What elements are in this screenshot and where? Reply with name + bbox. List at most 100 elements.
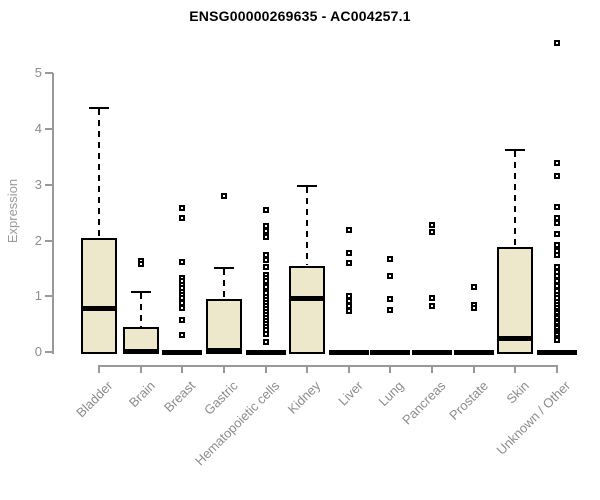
outlier-point (263, 339, 269, 345)
collapsed-box (329, 350, 369, 355)
whisker-cap (297, 185, 317, 187)
outlier-point (346, 308, 352, 314)
y-axis-line (52, 73, 54, 354)
whisker (223, 269, 225, 299)
outlier-point (179, 332, 185, 338)
median-line (123, 349, 159, 354)
outlier-point (554, 173, 560, 179)
y-tick-label: 2 (34, 233, 42, 248)
x-tick (473, 365, 475, 373)
whisker-cap (89, 107, 109, 109)
x-tick (98, 365, 100, 373)
outlier-point (221, 193, 227, 199)
outlier-point (263, 207, 269, 213)
outlier-point (263, 331, 269, 337)
outlier-point (554, 242, 560, 248)
outlier-point (554, 220, 560, 226)
outlier-point (179, 259, 185, 265)
x-tick (265, 365, 267, 373)
outlier-point (263, 234, 269, 240)
collapsed-box (162, 350, 202, 355)
outlier-point (179, 305, 185, 311)
x-tick (306, 365, 308, 373)
whisker (514, 151, 516, 247)
x-tick (223, 365, 225, 373)
outlier-point (179, 205, 185, 211)
whisker-cap (214, 267, 234, 269)
whisker (140, 293, 142, 327)
outlier-point (554, 231, 560, 237)
outlier-point (471, 284, 477, 290)
x-tick (140, 365, 142, 373)
collapsed-box (454, 350, 494, 355)
x-tick-label: Breast (161, 378, 199, 416)
x-tick (514, 365, 516, 373)
y-axis-title: Expression (5, 178, 20, 244)
outlier-point (554, 337, 560, 343)
whisker-cap (131, 291, 151, 293)
x-tick (556, 365, 558, 373)
y-tick (45, 295, 53, 297)
median-line (206, 348, 242, 353)
collapsed-box (537, 350, 577, 355)
chart-title: ENSG00000269635 - AC004257.1 (189, 8, 411, 24)
y-tick-label: 3 (34, 177, 42, 192)
outlier-point (263, 264, 269, 270)
outlier-point (263, 257, 269, 263)
collapsed-box (370, 350, 410, 355)
whisker-cap (505, 149, 525, 151)
outlier-point (346, 227, 352, 233)
y-tick (45, 72, 53, 74)
outlier-point (554, 160, 560, 166)
x-tick-label: Skin (503, 378, 532, 407)
x-tick-label: Gastric (200, 378, 241, 418)
outlier-point (429, 295, 435, 301)
x-tick-label: Pancreas (399, 378, 449, 428)
outlier-point (179, 317, 185, 323)
y-tick (45, 184, 53, 186)
whisker (306, 187, 308, 265)
outlier-point (387, 256, 393, 262)
outlier-point (387, 307, 393, 313)
collapsed-box (412, 350, 452, 355)
outlier-point (554, 252, 560, 258)
outlier-point (387, 273, 393, 279)
outlier-point (263, 228, 269, 234)
x-tick-label: Kidney (284, 378, 324, 417)
median-line (289, 296, 325, 301)
outlier-point (179, 215, 185, 221)
whisker (98, 109, 100, 238)
median-line (497, 336, 533, 341)
y-tick-label: 4 (34, 121, 42, 136)
outlier-point (471, 305, 477, 311)
box (206, 299, 242, 354)
outlier-point (429, 303, 435, 309)
x-tick-label: Liver (335, 378, 366, 409)
outlier-point (429, 222, 435, 228)
outlier-point (138, 261, 144, 267)
x-tick (389, 365, 391, 373)
x-tick-label: Unknown / Other (494, 378, 574, 458)
outlier-point (429, 229, 435, 235)
outlier-point (387, 296, 393, 302)
outlier-point (554, 40, 560, 46)
outlier-point (554, 204, 560, 210)
y-tick-label: 5 (34, 65, 42, 80)
x-tick-label: Prostate (445, 378, 491, 423)
x-tick (181, 365, 183, 373)
y-tick (45, 240, 53, 242)
x-axis-line (98, 365, 558, 367)
x-tick-label: Brain (125, 378, 158, 411)
y-tick-label: 1 (34, 288, 42, 303)
outlier-point (346, 250, 352, 256)
y-tick (45, 128, 53, 130)
median-line (81, 306, 117, 311)
x-tick (348, 365, 350, 373)
box (289, 266, 325, 354)
x-tick-label: Bladder (73, 378, 116, 421)
x-tick-label: Lung (375, 378, 407, 410)
y-tick (45, 351, 53, 353)
x-tick (431, 365, 433, 373)
outlier-point (346, 260, 352, 266)
